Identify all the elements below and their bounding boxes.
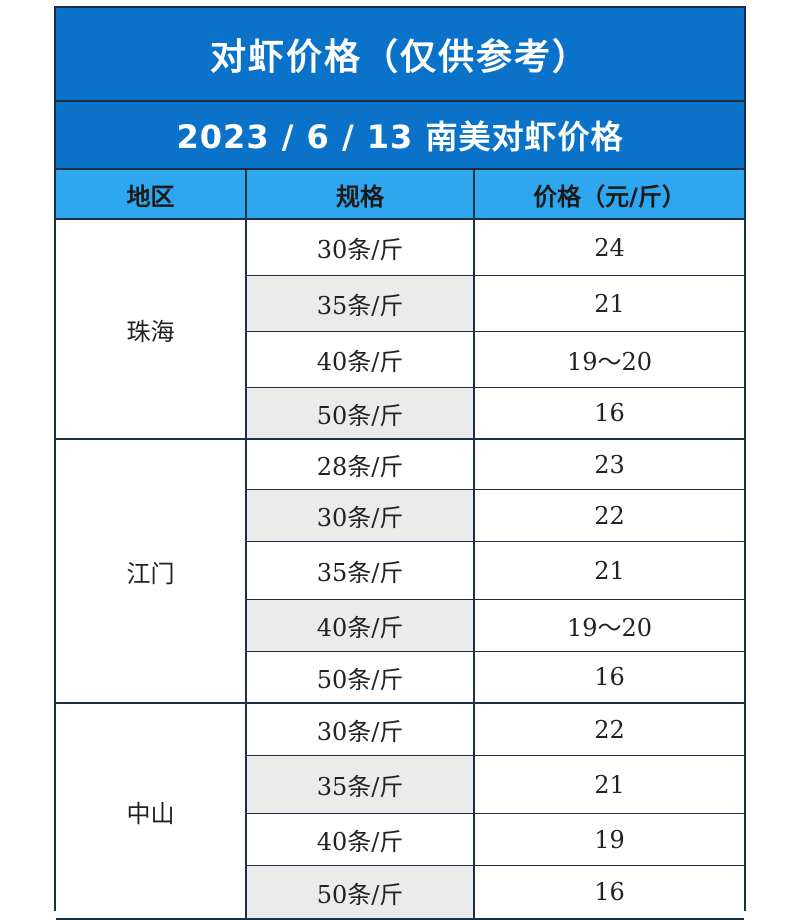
table-row: 50条/斤 16: [247, 866, 744, 918]
region-group: 江门 28条/斤 23 30条/斤 22 35条/斤 21 40条/斤 19～20 50条/斤 16: [56, 440, 744, 704]
region-cell: 中山: [56, 704, 247, 918]
region-rows: 28条/斤 23 30条/斤 22 35条/斤 21 40条/斤 19～20 50条/斤 16: [247, 440, 744, 702]
spec-cell: 40条/斤: [247, 814, 475, 865]
header-price: 价格（元/斤）: [533, 182, 686, 211]
spec-cell: 50条/斤: [247, 866, 475, 918]
spec-cell: 35条/斤: [247, 542, 475, 599]
price-cell: 23: [594, 450, 625, 479]
region-rows: 30条/斤 24 35条/斤 21 40条/斤 19～20 50条/斤 16: [247, 220, 744, 438]
spec-cell: 40条/斤: [247, 600, 475, 651]
price-cell: 19～20: [566, 348, 653, 376]
spec-cell: 28条/斤: [247, 440, 475, 489]
table-row: 35条/斤 21: [247, 276, 744, 332]
price-cell: 16: [594, 878, 625, 906]
spec-cell: 30条/斤: [247, 490, 475, 541]
price-cell: 19: [594, 825, 625, 854]
region-cell: 珠海: [56, 220, 247, 438]
price-cell: 21: [594, 556, 625, 585]
spec-cell: 35条/斤: [247, 756, 475, 813]
header-region: 地区: [56, 170, 247, 218]
table-row: 28条/斤 23: [247, 440, 744, 490]
price-cell: 22: [594, 715, 625, 744]
header-spec: 规格: [247, 170, 475, 218]
table-row: 50条/斤 16: [247, 652, 744, 702]
spec-cell: 50条/斤: [247, 388, 475, 438]
column-header-row: 地区 规格 价格（元/斤）: [56, 170, 744, 220]
table-row: 50条/斤 16: [247, 388, 744, 438]
price-cell: 21: [594, 770, 625, 799]
price-cell: 21: [594, 289, 625, 318]
region-group: 中山 30条/斤 22 35条/斤 21 40条/斤 19 50条/斤 16: [56, 704, 744, 920]
table-title: 对虾价格（仅供参考）: [56, 8, 744, 102]
table-body: 珠海 30条/斤 24 35条/斤 21 40条/斤 19～20 50条/斤 16 江门 28条/斤…: [56, 220, 744, 920]
region-rows: 30条/斤 22 35条/斤 21 40条/斤 19 50条/斤 16: [247, 704, 744, 918]
region-group: 珠海 30条/斤 24 35条/斤 21 40条/斤 19～20 50条/斤 16: [56, 220, 744, 440]
table-row: 40条/斤 19～20: [247, 332, 744, 388]
spec-cell: 30条/斤: [247, 220, 475, 275]
price-cell: 24: [594, 233, 625, 262]
spec-cell: 30条/斤: [247, 704, 475, 755]
table-row: 35条/斤 21: [247, 756, 744, 814]
table-row: 40条/斤 19: [247, 814, 744, 866]
spec-cell: 40条/斤: [247, 332, 475, 387]
price-cell: 16: [594, 399, 625, 427]
table-row: 30条/斤 24: [247, 220, 744, 276]
price-table: 对虾价格（仅供参考） 2023 / 6 / 13 南美对虾价格 地区 规格 价格…: [54, 6, 746, 920]
price-cell: 22: [594, 501, 625, 530]
table-row: 35条/斤 21: [247, 542, 744, 600]
price-cell: 19～20: [566, 614, 653, 642]
table-row: 40条/斤 19～20: [247, 600, 744, 652]
spec-cell: 35条/斤: [247, 276, 475, 331]
region-cell: 江门: [56, 440, 247, 702]
table-row: 30条/斤 22: [247, 704, 744, 756]
price-cell: 16: [594, 663, 625, 691]
table-row: 30条/斤 22: [247, 490, 744, 542]
table-subtitle: 2023 / 6 / 13 南美对虾价格: [56, 102, 744, 170]
spec-cell: 50条/斤: [247, 652, 475, 702]
